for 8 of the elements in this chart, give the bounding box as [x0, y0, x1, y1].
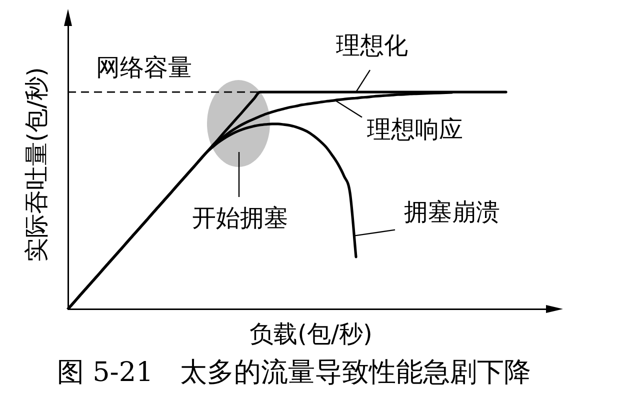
y-axis-title: 实际吞吐量(包/秒): [22, 67, 51, 262]
ref-line-label: 网络容量: [96, 53, 192, 82]
x-axis-title: 负载(包/秒): [250, 320, 372, 348]
legend-label: 理想响应: [367, 116, 463, 144]
caption: 图 5-21 太多的流量导致性能急剧下降: [57, 357, 532, 388]
text: 拥塞崩溃: [404, 198, 500, 226]
series-label: 理想化: [336, 31, 408, 60]
annotation: 开始拥塞: [192, 204, 288, 232]
